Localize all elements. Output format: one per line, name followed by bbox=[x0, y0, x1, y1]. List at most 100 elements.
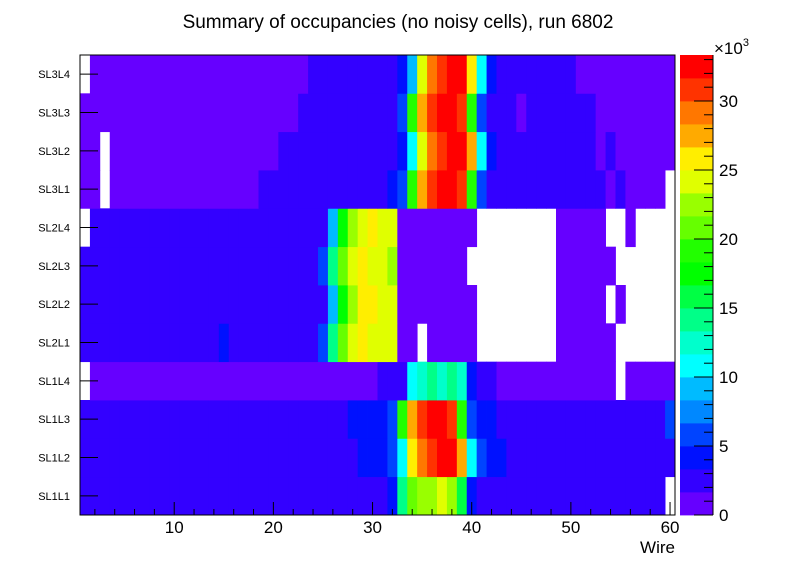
y-tick-label: SL2L1 bbox=[38, 338, 70, 350]
heatmap-cell bbox=[109, 246, 121, 286]
heatmap-cell bbox=[546, 400, 557, 439]
heatmap-cell bbox=[99, 93, 111, 133]
heatmap-cell bbox=[546, 131, 557, 171]
heatmap-cell bbox=[109, 55, 121, 94]
heatmap-cell bbox=[625, 361, 636, 401]
heatmap-cell bbox=[288, 400, 299, 439]
heatmap-cell bbox=[655, 93, 666, 133]
heatmap-cell bbox=[565, 323, 577, 363]
heatmap-cell bbox=[466, 208, 478, 248]
heatmap-cell bbox=[159, 170, 170, 209]
heatmap-cell bbox=[238, 93, 249, 133]
heatmap-cell bbox=[268, 285, 279, 324]
heatmap-cell bbox=[427, 246, 438, 286]
heatmap-cell bbox=[179, 438, 190, 478]
heatmap-cell bbox=[258, 55, 269, 94]
heatmap-cell bbox=[595, 285, 606, 324]
heatmap-cell bbox=[327, 170, 339, 209]
heatmap-cell bbox=[268, 438, 279, 478]
heatmap-cell bbox=[446, 131, 458, 171]
heatmap-cell bbox=[615, 55, 626, 94]
heatmap-cell bbox=[655, 55, 666, 94]
heatmap-cell bbox=[387, 208, 398, 248]
heatmap-cell bbox=[546, 170, 557, 209]
colorbar-band bbox=[680, 101, 713, 125]
heatmap-cell bbox=[347, 476, 359, 516]
heatmap-cell bbox=[605, 131, 616, 171]
heatmap-cell bbox=[327, 246, 339, 286]
heatmap-cell bbox=[456, 208, 468, 248]
heatmap-cell bbox=[387, 170, 398, 209]
heatmap-cell bbox=[446, 476, 458, 516]
heatmap-cell bbox=[199, 323, 210, 363]
heatmap-cell bbox=[308, 93, 319, 133]
heatmap-cell bbox=[397, 361, 408, 401]
heatmap-cell bbox=[367, 323, 378, 363]
heatmap-cell bbox=[635, 438, 646, 478]
heatmap-cell bbox=[159, 438, 170, 478]
heatmap-cell bbox=[496, 170, 507, 209]
heatmap-cell bbox=[99, 246, 111, 286]
heatmap-cell bbox=[377, 438, 388, 478]
z-multiplier-exponent: 3 bbox=[743, 37, 749, 49]
heatmap-cell bbox=[417, 170, 428, 209]
heatmap-cell bbox=[496, 361, 507, 401]
heatmap-cell bbox=[556, 361, 567, 401]
heatmap-cell bbox=[208, 400, 220, 439]
heatmap-cell bbox=[655, 170, 666, 209]
heatmap-cell bbox=[238, 476, 249, 516]
heatmap-cell bbox=[417, 208, 428, 248]
heatmap-cell bbox=[159, 93, 170, 133]
heatmap-cell bbox=[318, 131, 329, 171]
heatmap-cell bbox=[119, 208, 130, 248]
heatmap-cell bbox=[238, 208, 249, 248]
heatmap-cell bbox=[516, 93, 527, 133]
heatmap-cell bbox=[337, 55, 349, 94]
heatmap-cell bbox=[466, 131, 478, 171]
heatmap-cell bbox=[228, 208, 240, 248]
heatmap-cell bbox=[218, 476, 230, 516]
colorbar-band bbox=[680, 423, 713, 447]
heatmap-cell bbox=[486, 400, 497, 439]
heatmap-cell bbox=[367, 170, 378, 209]
heatmap-cell bbox=[218, 208, 230, 248]
heatmap-cell bbox=[575, 361, 587, 401]
heatmap-cell bbox=[456, 170, 468, 209]
heatmap-cell bbox=[565, 246, 577, 286]
heatmap-cell bbox=[258, 93, 269, 133]
heatmap-cell bbox=[238, 131, 249, 171]
heatmap-cell bbox=[615, 438, 626, 478]
heatmap-cell bbox=[367, 400, 378, 439]
heatmap-cell bbox=[665, 55, 676, 94]
heatmap-cell bbox=[337, 208, 349, 248]
heatmap-cell bbox=[238, 323, 249, 363]
heatmap-cell bbox=[466, 400, 478, 439]
heatmap-cell bbox=[119, 55, 130, 94]
heatmap-cell bbox=[645, 361, 656, 401]
heatmap-cell bbox=[308, 246, 319, 286]
heatmap-cell bbox=[516, 170, 527, 209]
heatmap-cell bbox=[397, 323, 408, 363]
heatmap-cell bbox=[397, 131, 408, 171]
heatmap-cell bbox=[456, 361, 468, 401]
heatmap-cell bbox=[536, 361, 547, 401]
heatmap-cell bbox=[575, 438, 587, 478]
heatmap-cell bbox=[595, 246, 606, 286]
heatmap-cell bbox=[357, 476, 368, 516]
heatmap-cell bbox=[119, 400, 130, 439]
heatmap-cell bbox=[179, 400, 190, 439]
heatmap-cell bbox=[595, 438, 606, 478]
heatmap-cell bbox=[605, 323, 616, 363]
heatmap-cell bbox=[149, 208, 160, 248]
heatmap-cell bbox=[288, 476, 299, 516]
heatmap-cell bbox=[417, 246, 428, 286]
heatmap-cell bbox=[228, 246, 240, 286]
heatmap-cell bbox=[565, 55, 577, 94]
heatmap-cell bbox=[377, 400, 388, 439]
heatmap-cell bbox=[347, 438, 359, 478]
heatmap-cell bbox=[417, 400, 428, 439]
colorbar-band bbox=[680, 308, 713, 332]
heatmap-cell bbox=[159, 476, 170, 516]
heatmap-cell bbox=[506, 361, 517, 401]
heatmap-cell bbox=[109, 285, 121, 324]
